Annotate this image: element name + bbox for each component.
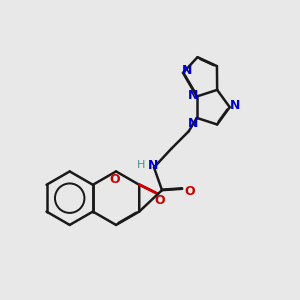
Text: H: H	[137, 160, 146, 170]
Text: N: N	[230, 99, 240, 112]
Text: O: O	[110, 173, 120, 186]
Text: N: N	[188, 88, 198, 102]
Text: N: N	[188, 117, 198, 130]
Text: O: O	[154, 194, 165, 207]
Text: N: N	[182, 64, 192, 77]
Text: N: N	[147, 159, 158, 172]
Text: O: O	[185, 185, 195, 198]
